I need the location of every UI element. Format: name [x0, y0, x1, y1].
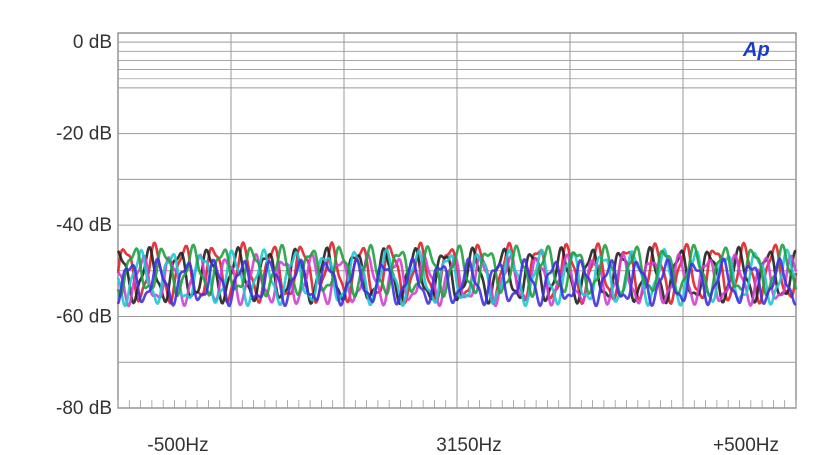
y-tick-label: -80 dB — [56, 398, 112, 419]
y-tick-label: -40 dB — [56, 215, 112, 236]
y-tick-label: -20 dB — [56, 124, 112, 145]
x-tick-label: -500Hz — [147, 435, 208, 455]
y-tick-label: -60 dB — [56, 307, 112, 328]
series-group — [116, 241, 798, 308]
y-axis-labels: 0 dB -20 dB -40 dB -60 dB -80 dB — [56, 32, 112, 419]
x-tick-label: +500Hz — [713, 435, 779, 455]
grid-lines — [117, 32, 797, 409]
ap-logo: Ap — [742, 39, 770, 61]
y-tick-label: 0 dB — [73, 32, 112, 53]
x-axis-labels: -500Hz 3150Hz +500Hz — [147, 435, 779, 455]
series-line-3 — [116, 252, 798, 308]
x-tick-label: 3150Hz — [436, 435, 502, 455]
series-line-5 — [116, 243, 798, 299]
series-line-6 — [116, 257, 797, 308]
series-line-4 — [116, 248, 798, 308]
